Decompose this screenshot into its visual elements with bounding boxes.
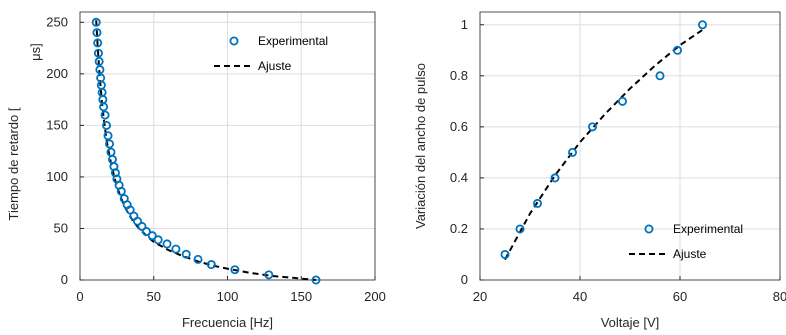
x-tick-label: 60 [673,289,687,304]
data-point [95,65,105,75]
data-point [515,224,525,234]
data-point [193,254,203,264]
data-point [93,38,103,48]
data-point [92,28,102,38]
legend-marker [229,36,239,46]
data-point [618,96,628,106]
y-tick-label: 0.2 [450,221,468,236]
data-point [264,270,274,280]
y-tick-label: 0.6 [450,119,468,134]
data-point [100,110,110,120]
legend-label-experimental: Experimental [673,222,743,236]
x-tick-label: 80 [773,289,786,304]
data-point [91,17,101,27]
x-tick-label: 150 [290,289,312,304]
y-axis-label: Variación del ancho de pulso [413,63,428,229]
left-chart: 0 50 100 150 200 0 50 100 150 200 250 Frecuencia [H… [6,11,386,330]
x-tick-label: 20 [473,289,487,304]
x-tick-label: 200 [364,289,386,304]
data-point [162,239,172,249]
data-point [655,71,665,81]
data-point [230,265,240,275]
y-axis-label: Tiempo de retardo [ [6,107,21,220]
data-point [206,260,216,270]
data-point [171,244,181,254]
y-tick-label: 100 [46,169,68,184]
data-point [568,147,578,157]
y-tick-label: 150 [46,117,68,132]
data-point [103,131,113,141]
x-tick-label: 50 [147,289,161,304]
data-point [102,120,112,130]
data-point [550,173,560,183]
data-point [125,205,135,215]
axes-box [79,11,376,281]
data-point [147,231,157,241]
data-point [105,139,115,149]
y-tick-label: 0.8 [450,68,468,83]
data-point [311,275,321,285]
data-point [153,235,163,245]
legend-marker [644,224,654,234]
y-axis-unit: μs] [28,43,43,61]
legend-label-ajuste: Ajuste [258,59,292,73]
y-tick-label: 1 [461,17,468,32]
x-axis-label: Voltaje [V] [601,315,660,330]
data-point [500,249,510,259]
y-tick-label: 200 [46,66,68,81]
x-tick-label: 100 [217,289,239,304]
data-point [533,198,543,208]
data-point [588,122,598,132]
data-point [141,227,151,237]
x-axis-label: Frecuencia [Hz] [182,315,273,330]
plot-area [480,12,780,280]
axes-box [479,11,781,281]
data-point [133,216,143,226]
y-tick-label: 50 [54,220,68,235]
x-tick-label: 0 [76,289,83,304]
y-tick-label: 250 [46,14,68,29]
legend-label-ajuste: Ajuste [673,247,707,261]
data-point [673,45,683,55]
legend-label-experimental: Experimental [258,34,328,48]
y-tick-label: 0.4 [450,170,468,185]
y-tick-label: 0 [61,272,68,287]
data-point [181,249,191,259]
y-tick-label: 0 [461,272,468,287]
data-point [93,48,103,58]
x-tick-label: 40 [573,289,587,304]
data-point [116,186,126,196]
data-point [137,221,147,231]
data-point [698,20,708,30]
right-chart: 20 40 60 80 0 0.2 0.4 0.6 0.8 1 Voltaje [V] Variaci… [413,11,786,330]
data-point [99,102,109,112]
data-point [94,56,104,66]
